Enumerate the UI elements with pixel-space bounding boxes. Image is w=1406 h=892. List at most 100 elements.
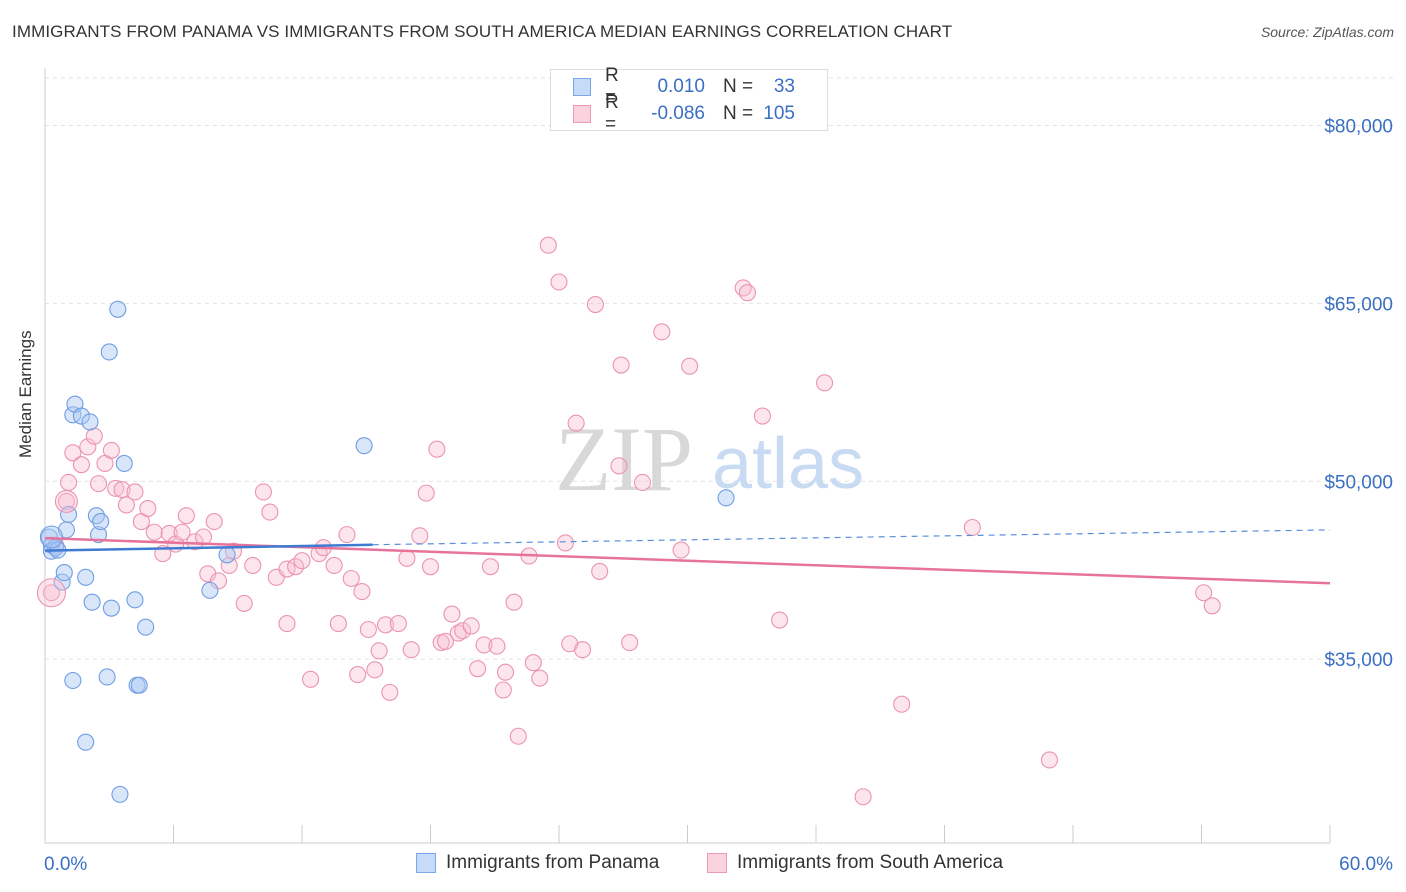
south-america-point <box>173 523 191 541</box>
data-points <box>36 236 1221 806</box>
tick-labels: $35,000 $50,000 $65,000 $80,000 0.0% 60.0% <box>44 116 1393 875</box>
panama-point <box>77 568 95 586</box>
gridlines <box>45 77 1393 660</box>
south-america-point <box>244 556 262 575</box>
south-america-point <box>235 594 253 612</box>
panama-point <box>130 676 148 694</box>
panama-trend-extension <box>372 529 1331 546</box>
south-america-point <box>771 611 789 629</box>
r-value: -0.086 <box>651 103 705 124</box>
south-america-point <box>1195 584 1213 602</box>
y-tick-label: $35,000 <box>1324 650 1393 671</box>
south-america-point <box>496 663 515 681</box>
south-america-point <box>893 695 911 713</box>
south-america-point <box>494 681 512 699</box>
south-america-point <box>72 456 90 474</box>
south-america-point <box>550 273 568 291</box>
south-america-point <box>42 584 60 602</box>
south-america-point <box>293 552 311 570</box>
stats-row-panama: R = 0.010 N = 33 <box>573 65 795 108</box>
legend-item-south-america[interactable]: Immigrants from South America <box>707 852 1003 874</box>
south-america-point <box>64 444 82 462</box>
y-tick-label: $80,000 <box>1324 116 1393 137</box>
south-america-point <box>462 617 480 635</box>
south-america-point <box>672 541 690 559</box>
south-america-point <box>329 615 347 633</box>
south-america-point <box>353 583 371 601</box>
south-america-point <box>539 236 557 254</box>
panama-point <box>218 546 236 564</box>
panama-point <box>111 785 129 803</box>
south-america-point <box>261 503 279 521</box>
watermark-atlas: atlas <box>712 424 864 504</box>
south-america-point <box>376 616 395 634</box>
watermark: ZIP atlas <box>555 408 864 510</box>
y-tick-label: $50,000 <box>1324 472 1393 493</box>
panama-legend-swatch <box>416 853 436 873</box>
stats-row-south-america: R = -0.086 N = 105 <box>573 92 795 135</box>
south-america-point <box>102 441 120 459</box>
south-america-point <box>349 666 367 684</box>
source-credit: Source: ZipAtlas.com <box>1260 24 1394 40</box>
south-america-point <box>653 323 671 341</box>
south-america-point <box>177 507 195 525</box>
south-america-point <box>411 527 429 545</box>
legend-label-south-america: Immigrants from South America <box>737 852 1004 873</box>
south-america-point <box>505 593 523 611</box>
south-america-point <box>398 549 416 567</box>
south-america-point <box>117 496 135 514</box>
south-america-point <box>139 499 157 518</box>
south-america-point <box>338 526 356 544</box>
panama-point-large <box>39 525 63 549</box>
panama-point <box>126 591 144 609</box>
south-america-point <box>402 641 420 659</box>
south-america-point <box>389 615 407 633</box>
n-label: N = <box>723 76 754 97</box>
south-america-point <box>1040 751 1058 769</box>
south-america-point <box>610 457 628 475</box>
x-tick-label-right: 60.0% <box>1339 854 1393 875</box>
south-america-point <box>681 357 699 375</box>
south-america-point <box>475 636 493 654</box>
south-america-point <box>586 295 604 314</box>
panama-point <box>115 454 133 473</box>
south-america-point <box>574 641 592 659</box>
panama-point <box>64 671 82 690</box>
n-label: N = <box>723 103 754 124</box>
south-america-point <box>1203 597 1221 615</box>
south-america-point <box>278 615 296 633</box>
south-america-point <box>79 438 97 456</box>
south-america-point <box>145 523 163 541</box>
south-america-point <box>753 407 772 425</box>
south-america-swatch <box>573 105 591 123</box>
south-america-point <box>854 788 872 806</box>
south-america-point <box>531 669 549 687</box>
panama-point <box>201 581 219 599</box>
south-america-point <box>963 518 981 537</box>
trend-lines <box>44 529 1331 585</box>
south-america-point <box>186 533 204 551</box>
panama-point <box>77 733 95 751</box>
south-america-point <box>481 558 500 576</box>
panama-point <box>98 668 116 686</box>
south-america-point <box>89 475 108 493</box>
south-america-point <box>454 622 472 640</box>
south-america-point <box>556 534 574 552</box>
south-america-point <box>633 473 652 491</box>
panama-point <box>72 407 90 425</box>
south-america-point <box>254 483 273 501</box>
south-america-point <box>205 513 223 531</box>
south-america-point <box>194 528 213 546</box>
r-label: R = <box>605 65 619 108</box>
south-america-point <box>612 356 630 374</box>
panama-point <box>81 413 99 431</box>
south-america-point <box>524 654 542 672</box>
south-america-point <box>488 637 506 655</box>
south-america-point <box>302 670 320 688</box>
legend-item-panama[interactable]: Immigrants from Panama <box>416 852 659 874</box>
panama-point <box>55 564 73 582</box>
south-america-point <box>209 572 228 590</box>
panama-point <box>717 489 735 507</box>
south-america-point <box>567 414 585 432</box>
